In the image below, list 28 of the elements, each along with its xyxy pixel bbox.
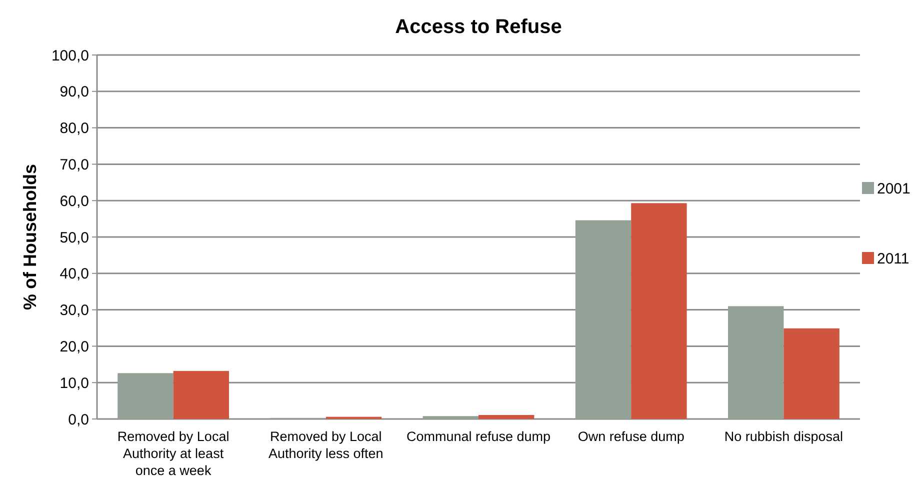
y-tick-label: 100,0 — [51, 47, 89, 64]
y-tick-label: 0,0 — [68, 411, 89, 428]
y-tick-label: 20,0 — [60, 338, 89, 356]
x-tick-label: Removed by Local Authority at least once a week — [117, 429, 230, 478]
y-tick-label: 10,0 — [60, 374, 89, 392]
legend-label: 2001 — [877, 180, 910, 198]
y-axis-title: % of Households — [20, 164, 40, 310]
x-tick-label: Removed by Local Authority less often — [268, 429, 384, 461]
chart-title: Access to Refuse — [395, 16, 562, 38]
y-tick-label: 70,0 — [60, 156, 89, 174]
bar — [118, 373, 174, 419]
bar — [728, 306, 784, 419]
bar — [784, 328, 840, 419]
bar — [173, 370, 229, 419]
y-tick-label: 30,0 — [60, 302, 89, 320]
bar — [575, 220, 632, 419]
bar — [478, 414, 534, 419]
x-tick-label: No rubbish disposal — [724, 429, 843, 444]
x-tick-label: Own refuse dump — [578, 429, 684, 444]
y-tick-label: 50,0 — [60, 229, 89, 246]
bar — [631, 203, 687, 419]
y-tick-label: 40,0 — [60, 266, 89, 283]
legend-label: 2011 — [877, 250, 910, 268]
y-tick-label: 60,0 — [60, 192, 89, 210]
y-tick-label: 90,0 — [60, 84, 89, 101]
bar — [422, 416, 478, 419]
x-tick-label: Communal refuse dump — [406, 429, 551, 444]
y-tick-label: 80,0 — [60, 120, 89, 138]
